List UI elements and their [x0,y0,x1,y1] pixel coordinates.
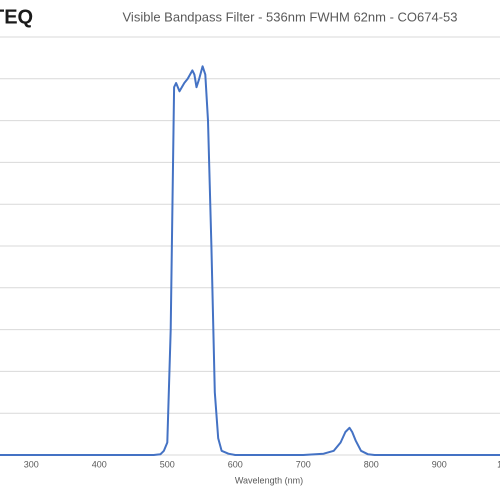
x-tick-label: 300 [24,459,39,469]
x-tick-label: 500 [160,459,175,469]
x-tick-label: 600 [228,459,243,469]
x-axis-label: Wavelength (nm) [235,475,303,485]
x-tick-label: 900 [432,459,447,469]
logo: TEQ [0,6,33,28]
x-tick-label: 800 [364,459,379,469]
data-line [0,65,500,456]
x-tick-label: 700 [296,459,311,469]
x-tick-label: 1000 [497,459,500,469]
x-tick-label: 400 [92,459,107,469]
chart-title: Visible Bandpass Filter - 536nm FWHM 62n… [123,9,458,24]
